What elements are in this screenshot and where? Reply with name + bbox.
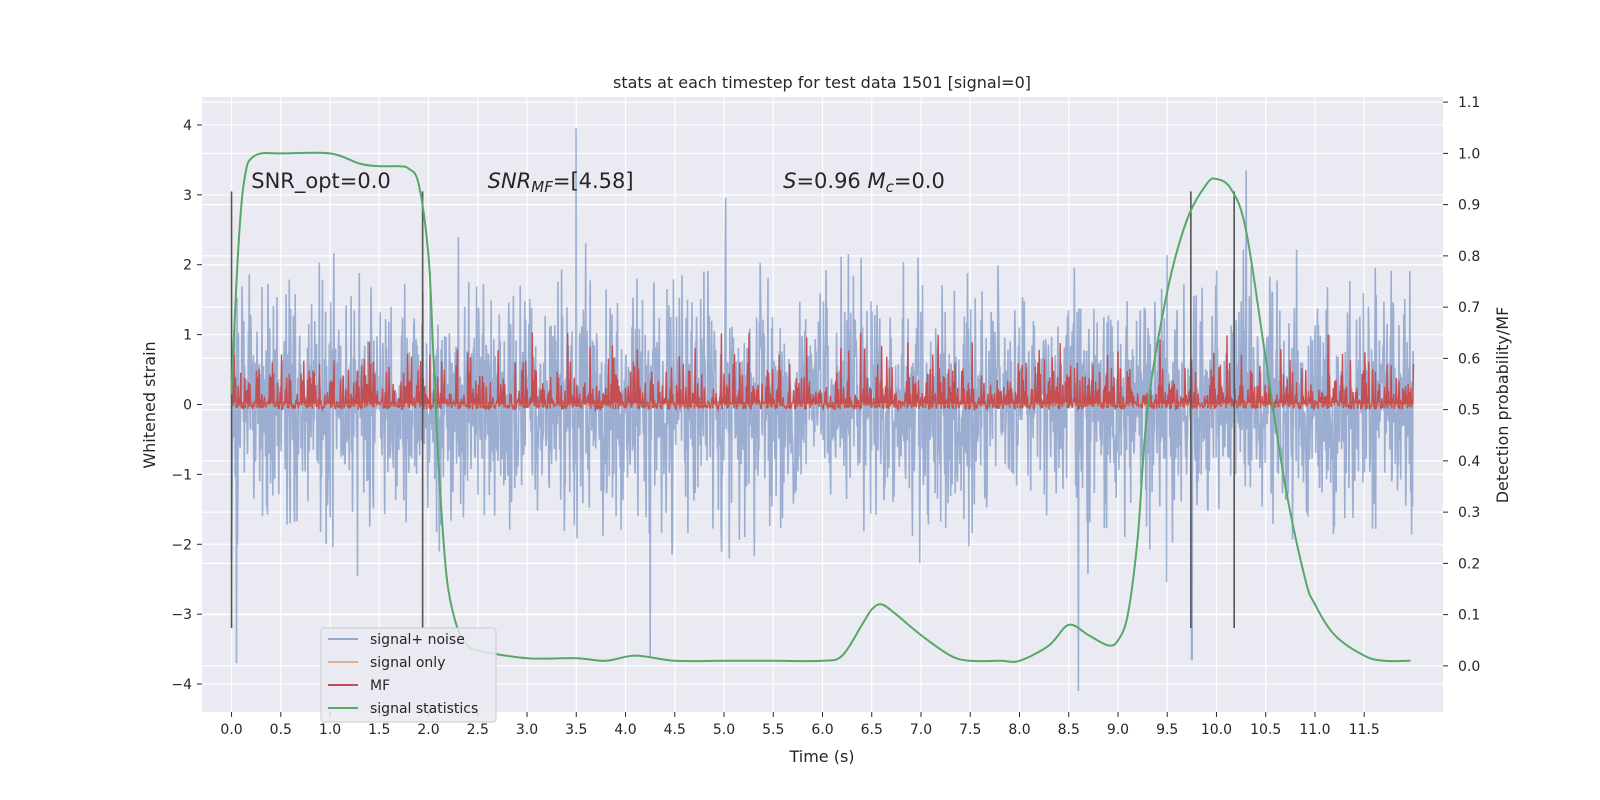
y-tick-label: 1 <box>183 328 192 344</box>
x-tick-label: 7.5 <box>959 722 981 738</box>
y2-tick-label: 0.1 <box>1458 608 1480 624</box>
legend-item: signal only <box>328 655 445 671</box>
chart-title: stats at each timestep for test data 150… <box>613 73 1031 92</box>
y-tick-label: 4 <box>183 118 192 134</box>
y2-axis-ticks: 0.0 0.1 0.2 0.3 0.4 0.5 0.6 0.7 0.8 0.9 1.0 1.1 <box>1443 95 1480 675</box>
x-axis-ticks: 0.0 0.5 1.0 1.5 2.0 2.5 3.0 3.5 4.0 4.5 5.0 5.5 6.0 6… <box>220 712 1380 738</box>
x-tick-label: 3.5 <box>565 722 587 738</box>
legend-item: signal statistics <box>328 701 478 717</box>
x-tick-label: 11.5 <box>1349 722 1380 738</box>
annotation-part: S <box>783 169 796 193</box>
x-tick-label: 10.5 <box>1250 722 1281 738</box>
x-tick-label: 1.0 <box>319 722 341 738</box>
y-tick-label: −1 <box>171 467 192 483</box>
y2-tick-label: 0.5 <box>1458 403 1480 419</box>
legend-item: signal+ noise <box>328 632 465 648</box>
y2-tick-label: 1.1 <box>1458 95 1480 111</box>
x-tick-label: 0.0 <box>220 722 242 738</box>
signal-statistics-line <box>230 151 1411 663</box>
x-tick-label: 4.0 <box>614 722 636 738</box>
x-tick-label: 9.0 <box>1107 722 1129 738</box>
x-tick-label: 1.5 <box>368 722 390 738</box>
series-signal-plus-noise <box>230 128 1415 692</box>
y2-tick-label: 0.0 <box>1458 659 1480 675</box>
annotation-part: SNR <box>488 169 532 193</box>
x-tick-label: 6.0 <box>811 722 833 738</box>
y2-axis-label: Detection probability/MF <box>1493 307 1512 504</box>
x-tick-label: 10.0 <box>1201 722 1232 738</box>
mf-line <box>230 332 1415 413</box>
annotation-part: M <box>867 169 885 193</box>
x-tick-label: 8.5 <box>1058 722 1080 738</box>
x-tick-label: 7.0 <box>910 722 932 738</box>
y-tick-label: −2 <box>171 537 192 553</box>
series-signal-statistics <box>230 151 1411 663</box>
x-tick-label: 5.0 <box>713 722 735 738</box>
annotation-part: SNR_opt=0.0 <box>251 169 391 194</box>
legend-label: signal only <box>370 655 445 671</box>
x-tick-label: 8.0 <box>1008 722 1030 738</box>
y-axis-ticks: −4 −3 −2 −1 0 1 2 3 4 <box>171 118 202 693</box>
legend-label: signal+ noise <box>370 632 465 648</box>
annotation-part: MF <box>531 178 553 196</box>
y-axis-label: Whitened strain <box>140 341 159 468</box>
y2-tick-label: 0.6 <box>1458 351 1480 367</box>
x-tick-label: 9.5 <box>1156 722 1178 738</box>
y-tick-label: −3 <box>171 607 192 623</box>
y2-tick-label: 0.3 <box>1458 505 1480 521</box>
x-tick-label: 0.5 <box>270 722 292 738</box>
x-tick-label: 4.5 <box>664 722 686 738</box>
x-tick-label: 2.0 <box>417 722 439 738</box>
x-axis-label: Time (s) <box>788 747 854 766</box>
legend-item: MF <box>328 678 390 694</box>
annotation-part: =0.96 <box>796 169 867 193</box>
annotation-part: c <box>886 178 895 196</box>
y2-tick-label: 0.2 <box>1458 556 1480 572</box>
legend-label: signal statistics <box>370 701 478 717</box>
legend: signal+ noise signal only MF signal stat… <box>320 627 497 723</box>
x-tick-label: 3.0 <box>516 722 538 738</box>
annotation-text: S=0.96 Mc=0.0 <box>783 169 945 196</box>
legend-label: MF <box>370 678 390 694</box>
legend-box <box>320 627 497 723</box>
annotation-text: SNRMF=[4.58] <box>488 169 634 196</box>
y2-tick-label: 1.0 <box>1458 146 1480 162</box>
series-mf <box>230 332 1415 413</box>
annotation-part: =[4.58] <box>553 169 634 193</box>
y-tick-label: 3 <box>183 188 192 204</box>
annotation-text: SNR_opt=0.0 <box>251 169 391 194</box>
x-tick-label: 2.5 <box>467 722 489 738</box>
y2-tick-label: 0.7 <box>1458 300 1480 316</box>
x-tick-label: 6.5 <box>861 722 883 738</box>
x-tick-label: 5.5 <box>762 722 784 738</box>
y2-tick-label: 0.9 <box>1458 198 1480 214</box>
annotation-part: =0.0 <box>894 169 945 193</box>
y2-tick-label: 0.8 <box>1458 249 1480 265</box>
annotations: SNR_opt=0.0 SNRMF=[4.58] S=0.96 Mc=0.0 <box>251 169 945 196</box>
vertical-markers <box>230 191 1235 629</box>
signal-plus-noise-line <box>230 128 1415 692</box>
y-tick-label: 0 <box>183 398 192 414</box>
x-tick-label: 11.0 <box>1299 722 1330 738</box>
y2-tick-label: 0.4 <box>1458 454 1480 470</box>
y-tick-label: −4 <box>171 677 192 693</box>
y-tick-label: 2 <box>183 258 192 274</box>
